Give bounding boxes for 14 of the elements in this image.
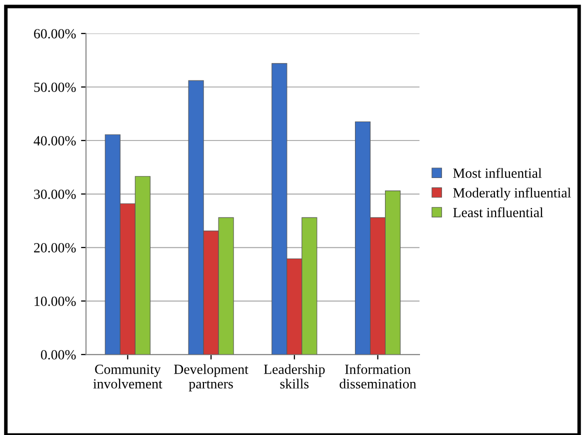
legend-label: Least influential: [453, 207, 544, 218]
y-tick-label: 50.00%: [34, 82, 76, 92]
x-tick-label: Leadership skills: [264, 364, 325, 389]
y-tick-label: 60.00%: [34, 29, 76, 39]
y-tick-label: 20.00%: [34, 243, 76, 253]
x-tick-label: Community involvement: [93, 364, 162, 389]
x-tick-label: Information dissemination: [340, 364, 416, 389]
legend-label: Most influential: [453, 168, 542, 178]
legend-label: Moderatly influential: [453, 188, 571, 200]
y-tick-label: 30.00%: [34, 190, 76, 200]
x-tick-label: Development partners: [174, 364, 248, 392]
y-tick-label: 10.00%: [34, 296, 76, 306]
y-tick-label: 0.00%: [40, 350, 76, 360]
y-tick-label: 40.00%: [34, 136, 76, 146]
